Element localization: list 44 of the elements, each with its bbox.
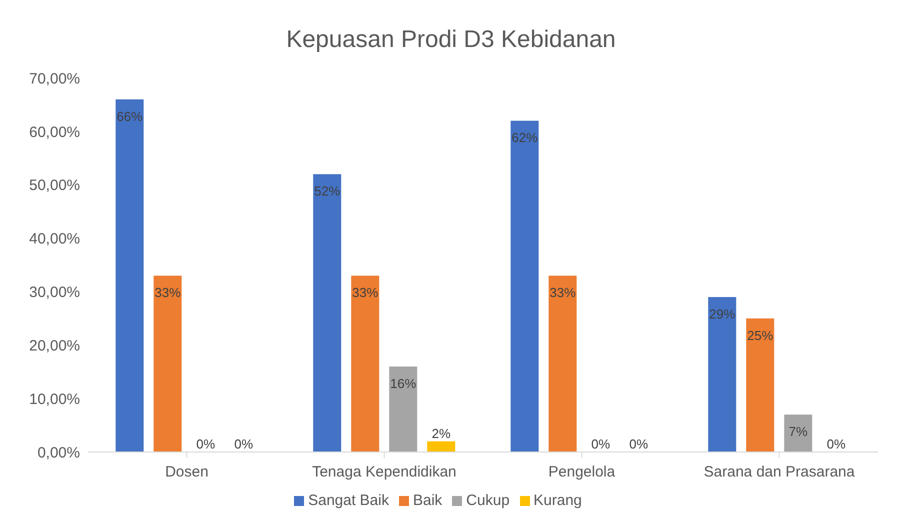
x-tick-label: Dosen (165, 464, 208, 481)
x-tick-label: Tenaga Kependidikan (312, 464, 456, 481)
data-label: 66% (116, 108, 144, 124)
bar (784, 414, 812, 452)
legend-label: Cukup (466, 492, 510, 509)
data-label: 33% (154, 285, 182, 300)
y-tick-label: 20,00% (29, 337, 80, 354)
data-label: 29% (709, 306, 736, 322)
legend-label: Sangat Baik (308, 492, 389, 509)
bar (116, 99, 144, 452)
data-label: 52% (314, 184, 341, 199)
y-tick-label: 10,00% (29, 390, 80, 408)
data-label: 62% (512, 130, 538, 146)
data-label: 33% (550, 285, 576, 300)
y-tick-label: 40,00% (29, 230, 80, 248)
bar (548, 276, 577, 452)
bar (154, 276, 182, 452)
x-tick-label: Pengelola (548, 464, 616, 481)
data-label: 25% (747, 328, 774, 343)
data-label: 16% (390, 376, 417, 391)
x-tick-label: Sarana dan Prasarana (704, 464, 856, 481)
bar (510, 120, 539, 452)
legend-label: Kurang (534, 492, 582, 509)
y-tick-label: 50,00% (29, 177, 80, 194)
data-label: 33% (352, 285, 379, 300)
legend-label: Baik (412, 492, 442, 509)
data-label: 0% (196, 436, 216, 452)
data-label: 7% (788, 424, 808, 440)
bar (427, 441, 456, 452)
y-tick-label: 0,00% (37, 444, 80, 462)
bar (389, 366, 418, 452)
y-tick-label: 60,00% (29, 124, 80, 141)
bar (746, 318, 774, 452)
bar (708, 297, 736, 452)
data-label: 2% (432, 426, 451, 441)
data-label: 0% (234, 436, 254, 452)
bar (313, 174, 342, 452)
y-tick-label: 70,00% (29, 70, 80, 88)
chart-title: Kepuasan Prodi D3 Kebidanan (285, 26, 617, 54)
data-label: 0% (591, 436, 610, 452)
y-tick-label: 30,00% (29, 284, 80, 302)
bar (351, 276, 380, 452)
data-label: 0% (826, 436, 846, 452)
data-label: 0% (629, 436, 648, 452)
